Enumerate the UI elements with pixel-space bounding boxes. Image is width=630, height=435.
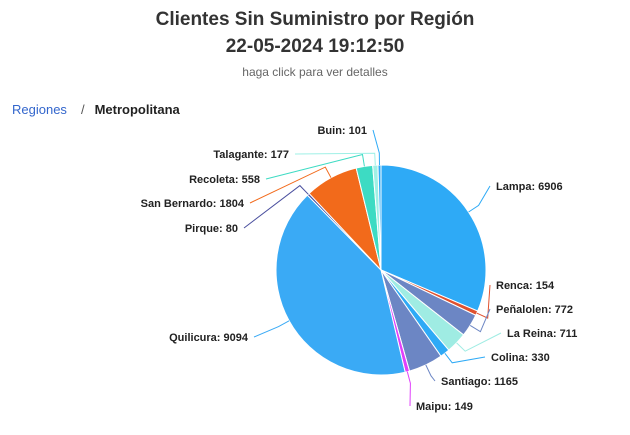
slice-label-san-bernardo[interactable]: San Bernardo: 1804 [141, 198, 245, 210]
breadcrumb-regiones-link[interactable]: Regiones [12, 102, 67, 117]
slice-label-buin[interactable]: Buin: 101 [317, 125, 367, 137]
slice-label-talagante[interactable]: Talagante: 177 [213, 149, 289, 161]
connector-san-bernardo [249, 166, 332, 204]
chart-datetime: 22-05-2024 19:12:50 [225, 36, 405, 57]
connector-lampa [468, 185, 491, 213]
slice-label-la-reina[interactable]: La Reina: 711 [507, 328, 577, 340]
connector-quilicura [253, 320, 290, 338]
chart-subtitle: haga click para ver detalles [242, 65, 388, 79]
slice-label-pirque[interactable]: Pirque: 80 [185, 223, 238, 235]
connector-talagante [294, 152, 376, 166]
slice-label-quilicura[interactable]: Quilicura: 9094 [169, 332, 249, 344]
slice-label-penalolen[interactable]: Peñalolen: 772 [496, 304, 573, 316]
slice-label-colina[interactable]: Colina: 330 [491, 352, 550, 364]
connector-santiago [425, 364, 436, 382]
connector-la-reina [456, 332, 502, 352]
breadcrumb-separator: / [80, 102, 85, 117]
connector-buin [372, 129, 380, 166]
connector-penalolen [469, 308, 491, 333]
slice-label-recoleta[interactable]: Recoleta: 558 [189, 174, 260, 186]
connector-pirque [243, 184, 309, 229]
connector-maipu [406, 371, 411, 407]
pie-slice-quilicura[interactable] [275, 194, 406, 376]
connector-colina [444, 352, 486, 364]
breadcrumb-current: Metropolitana [94, 102, 180, 117]
connector-renca [476, 284, 491, 319]
slice-label-maipu[interactable]: Maipu: 149 [416, 401, 473, 413]
slice-label-santiago[interactable]: Santiago: 1165 [441, 376, 518, 388]
breadcrumb: Regiones / Metropolitana [12, 102, 180, 117]
slice-label-renca[interactable]: Renca: 154 [496, 280, 555, 292]
connector-recoleta [265, 153, 365, 180]
chart-title: Clientes Sin Suministro por Región [155, 9, 475, 30]
pie-slice-lampa[interactable] [380, 164, 487, 312]
slice-label-lampa[interactable]: Lampa: 6906 [496, 181, 563, 193]
pie-slice-buin[interactable] [377, 164, 382, 271]
